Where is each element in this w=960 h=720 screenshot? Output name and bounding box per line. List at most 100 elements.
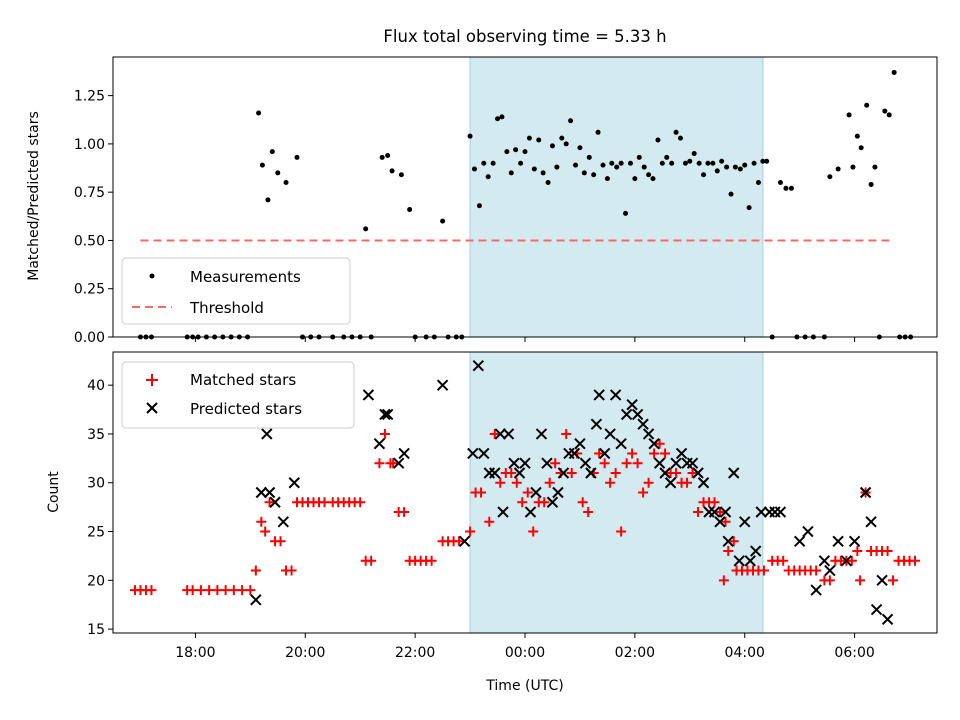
measurement-point [495,116,501,122]
measurement-point [687,158,693,164]
predicted-star-marker [552,486,564,499]
matched-star-marker [682,477,693,488]
measurement-point [269,149,275,155]
matched-star-marker [577,497,588,508]
predicted-star-marker [744,555,756,567]
bottom-y-tick-label: 25 [87,525,105,541]
measurement-point [850,164,856,170]
measurement-points [137,69,914,340]
predicted-star-marker [774,506,787,518]
predicted-star-marker [467,447,479,460]
predicted-star-marker [579,457,592,469]
matched-star-marker [522,487,533,498]
bottom-y-tick-label: 15 [87,622,105,638]
predicted-star-marker [472,359,485,372]
top-highlight-band [469,56,764,338]
predicted-star-marker [598,447,611,460]
measurement-point [788,185,794,191]
measurement-point [827,174,833,180]
predicted-star-marker [802,525,814,538]
measurement-point [595,129,601,135]
predicted-star-marker [590,418,603,430]
predicted-star-marker [288,477,300,489]
matched-star-marker [426,555,437,566]
measurement-point [728,191,734,197]
measurement-point [677,135,683,141]
measurement-point [536,137,542,143]
measurement-point [573,162,579,168]
predicted-star-marker [637,418,649,430]
predicted-star-marker [810,584,822,596]
bottom-x-axis-ticks: 18:00 20:00 22:00 00:00 02:00 04:00 06:00 [175,633,875,661]
predicted-star-marker [876,574,888,587]
predicted-star-marker [269,496,281,508]
predicted-star-marker [458,535,471,547]
predicted-star-marker [497,506,509,518]
x-tick-label: 20:00 [285,645,325,661]
predicted-star-marker [489,467,501,479]
measurement-point [513,147,519,153]
predicted-star-marker [840,555,853,567]
matched-star-marker [627,448,638,459]
matched-star-marker [517,497,528,508]
matched-star-marker [758,565,769,576]
bottom-highlight-band [469,351,764,634]
predicted-stars-points [250,359,894,626]
matched-star-marker [454,536,465,547]
measurement-point [714,168,720,174]
top-y-tick-label: 0.00 [74,330,105,346]
measurement-point [508,170,514,176]
measurement-point [854,133,860,139]
measurement-point [581,170,587,176]
predicted-star-marker [675,447,688,460]
measurement-point [701,172,707,178]
matched-star-marker [245,585,256,596]
predicted-star-marker [818,555,831,567]
measurement-point [664,154,670,160]
matched-star-marker [550,458,561,469]
matched-star-marker [709,497,720,508]
predicted-star-marker [261,428,273,440]
matched-star-marker [723,546,734,557]
bottom-axes-frame [112,351,938,634]
matched-star-marker [660,448,671,459]
matched-star-marker [256,516,267,527]
measurement-point [882,108,888,114]
matched-star-marker [852,546,863,557]
predicted-star-marker [381,408,394,421]
matched-star-marker [489,428,500,439]
predicted-star-marker [530,486,542,499]
predicted-star-marker [697,477,710,489]
measurement-point [440,218,446,224]
predicted-star-marker [541,457,553,469]
measurement-point [737,166,743,172]
matched-star-marker [632,458,643,469]
measurement-point [732,164,738,170]
matched-star-marker [465,526,476,537]
measurement-point [650,176,656,182]
matched-star-marker [484,516,495,527]
predicted-star-marker [620,408,633,421]
predicted-star-marker [865,516,877,528]
predicted-star-marker [392,457,405,469]
measurement-point [864,102,870,108]
matched-star-marker [643,477,654,488]
matched-star-marker [599,458,610,469]
predicted-star-marker [714,516,726,528]
predicted-star-marker [769,506,781,518]
measurement-point [504,149,510,155]
top-axes-frame [112,56,938,338]
predicted-star-marker [263,486,276,499]
matched-star-marker [528,526,539,537]
measurement-point [389,168,395,174]
top-x-axis-ticks [194,337,856,342]
measurement-point [559,135,565,141]
measurement-point [655,137,661,143]
matched-star-marker [566,467,577,478]
matched-star-marker [638,487,649,498]
matched-star-marker [693,507,704,518]
predicted-star-marker [739,516,751,528]
measurement-point [846,112,852,118]
matched-star-marker [846,555,857,566]
measurement-point [522,149,528,155]
